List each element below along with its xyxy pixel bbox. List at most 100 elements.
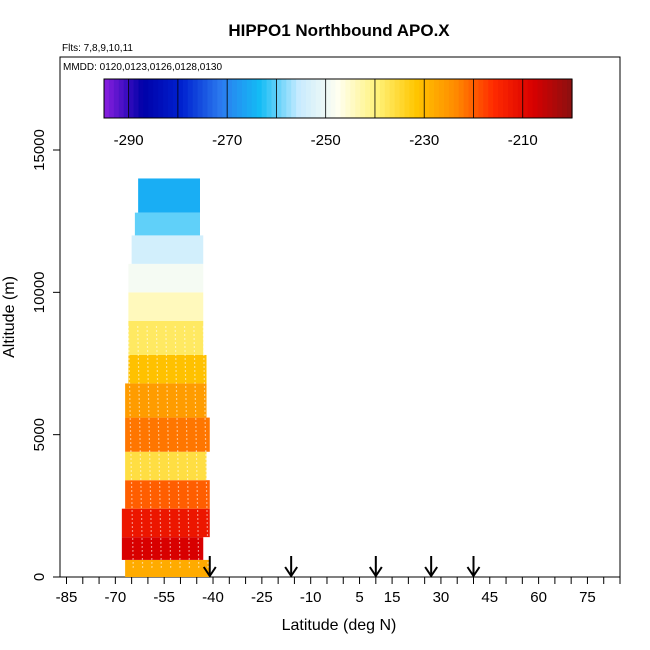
x-tick-label: 45	[481, 589, 498, 606]
x-tick-label: 5	[355, 589, 363, 606]
colorbar-segment-40	[301, 79, 307, 118]
colorbar-segment-10	[153, 79, 159, 118]
profile-track-3	[155, 326, 162, 569]
colorbar-segment-71	[453, 79, 460, 118]
profile-track-4	[165, 326, 172, 569]
colorbar-segment-61	[404, 79, 411, 118]
colorbar-segment-2	[113, 79, 120, 118]
x-tick-label: 75	[579, 589, 596, 606]
y-tick-label: 5000	[31, 418, 48, 451]
colorbar-segment-1	[108, 79, 115, 118]
colorbar-segment-9	[148, 79, 154, 118]
colorbar-segment-0	[104, 79, 110, 118]
y-tick-label: 0	[31, 573, 48, 581]
arrow-head	[466, 566, 481, 578]
colorbar-segment-93	[562, 79, 568, 118]
colorbar-segment-18	[192, 79, 199, 118]
colorbar-segment-89	[542, 79, 548, 118]
colorbar-segment-80	[498, 79, 504, 118]
colorbar-segment-47	[335, 79, 342, 118]
colorbar-segment-91	[552, 79, 558, 118]
colorbar-segment-76	[478, 79, 484, 118]
colorbar-segment-16	[182, 79, 189, 118]
arrow-head	[368, 566, 383, 578]
colorbar-tick-label: -270	[212, 132, 242, 149]
arrow-head	[284, 566, 298, 578]
flight-marker-arrow-0	[202, 556, 217, 578]
colorbar-segment-66	[429, 79, 435, 118]
colorbar-segment-85	[522, 79, 529, 118]
x-tick-label: -40	[202, 589, 224, 606]
colorbar-segment-34	[271, 79, 278, 118]
x-tick-label: 15	[384, 589, 401, 606]
profile-bin-1	[121, 537, 204, 560]
profile-track-0	[127, 326, 134, 569]
colorbar-segment-23	[217, 79, 223, 118]
colorbar-segment-86	[527, 79, 534, 118]
flight-marker-arrow-1	[284, 556, 298, 578]
plot-frame	[59, 56, 621, 578]
colorbar-segment-36	[281, 79, 287, 118]
colorbar-segment-73	[463, 79, 470, 118]
y-tick-label: 10000	[31, 271, 48, 313]
colorbar-segment-60	[399, 79, 406, 118]
colorbar-segment-45	[325, 79, 332, 118]
colorbar-segment-48	[340, 79, 346, 118]
colorbar-segment-94	[567, 79, 573, 118]
colorbar-segment-78	[488, 79, 494, 118]
y-axis: 0 5000 10000 15000	[31, 129, 60, 581]
colorbar-segment-31	[256, 79, 263, 118]
x-tick-label: 30	[433, 589, 450, 606]
y-tick-label: 15000	[31, 129, 48, 171]
profile-heatmap	[121, 178, 210, 577]
colorbar-segment-26	[232, 79, 238, 118]
colorbar-segment-35	[276, 79, 282, 118]
profile-bin-13	[138, 178, 200, 213]
colorbar-segment-69	[443, 79, 450, 118]
flight-marker-arrow-4	[466, 556, 481, 578]
colorbar-tick-label: -250	[311, 132, 341, 149]
colorbar-segment-37	[286, 79, 292, 118]
colorbar-segment-64	[419, 79, 425, 118]
colorbar-segment-88	[537, 79, 544, 118]
colorbar-segment-43	[315, 79, 322, 118]
flights-label: Flts: 7,8,9,10,11	[62, 43, 133, 54]
profile-bin-12	[134, 212, 200, 236]
x-tick-label: -10	[300, 589, 322, 606]
colorbar-segment-28	[241, 79, 248, 118]
colorbar-segment-41	[305, 79, 312, 118]
colorbar: -290 -270 -250 -230 -210	[103, 78, 573, 149]
profile-bin-11	[131, 235, 204, 264]
colorbar-segment-14	[172, 79, 179, 118]
colorbar-segment-58	[389, 79, 396, 118]
colorbar-segment-63	[414, 79, 420, 118]
colorbar-segment-21	[207, 79, 213, 118]
colorbar-segment-49	[345, 79, 351, 118]
colorbar-segment-13	[168, 79, 174, 118]
colorbar-segment-4	[123, 79, 130, 118]
colorbar-segment-12	[163, 79, 169, 118]
colorbar-segment-46	[330, 79, 337, 118]
profile-bin-3	[125, 480, 210, 509]
colorbar-segment-55	[374, 79, 381, 118]
colorbar-segment-8	[143, 79, 149, 118]
colorbar-segment-56	[379, 79, 386, 118]
colorbar-segment-51	[355, 79, 361, 118]
colorbar-segment-59	[394, 79, 401, 118]
profile-bin-2	[121, 508, 210, 538]
x-axis-label: Latitude (deg N)	[282, 617, 397, 634]
arrow-head	[202, 566, 217, 578]
flight-marker-arrow-2	[368, 556, 383, 578]
colorbar-segment-87	[532, 79, 539, 118]
colorbar-segment-75	[473, 79, 479, 118]
colorbar-segment-11	[158, 79, 164, 118]
colorbar-segment-83	[512, 79, 519, 118]
colorbar-segment-52	[360, 79, 366, 118]
colorbar-segment-38	[291, 79, 297, 118]
profile-track-1	[137, 326, 144, 569]
colorbar-segment-65	[424, 79, 430, 118]
colorbar-segment-6	[133, 79, 140, 118]
flight-markers	[202, 556, 481, 578]
colorbar-segment-70	[448, 79, 455, 118]
